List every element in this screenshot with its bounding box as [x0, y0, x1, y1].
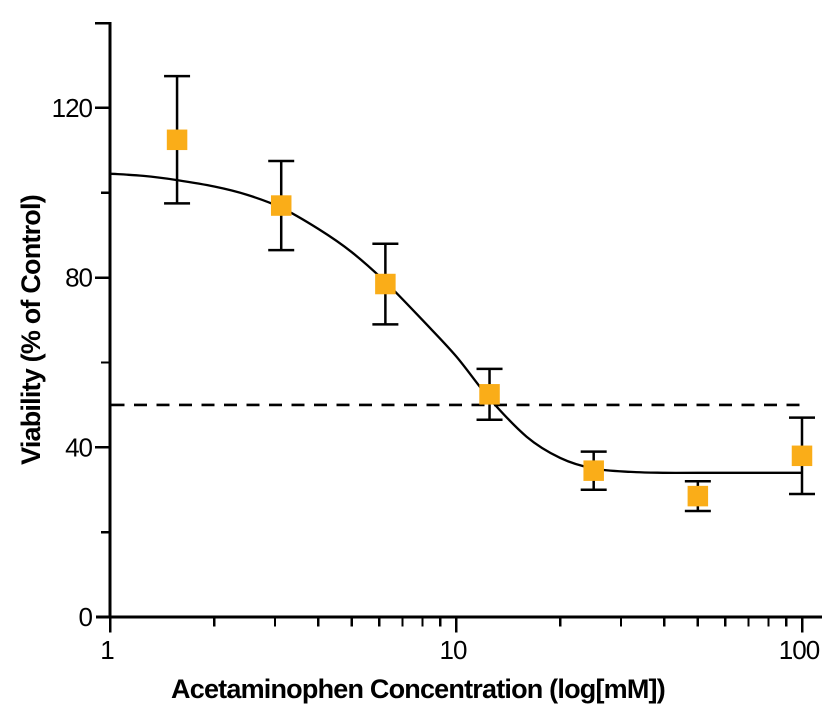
data-point-marker	[270, 195, 292, 216]
data-point-marker	[479, 384, 500, 405]
y-axis-tick-labels: 0 40 80 120	[52, 93, 94, 632]
x-axis-tick-labels: 1 10 100	[100, 635, 820, 665]
data-point-marker	[375, 273, 396, 295]
error-bars	[164, 74, 815, 513]
x-axis-title: Acetaminophen Concentration (log[mM])	[171, 674, 665, 704]
x-tick-label: 1	[100, 635, 114, 665]
fit-curve-line	[109, 172, 802, 474]
y-axis-ticks	[95, 21, 110, 534]
x-tick-label: 10	[440, 635, 467, 665]
y-axis-title: Viability (% of Control)	[16, 195, 46, 465]
data-point-marker	[166, 129, 188, 151]
y-tick-label: 120	[52, 93, 93, 123]
data-series-markers	[166, 129, 813, 507]
y-tick-label: 40	[65, 432, 92, 462]
y-tick-label: 80	[65, 263, 92, 293]
x-tick-label: 100	[779, 635, 820, 665]
data-point-marker	[583, 460, 604, 481]
axes	[95, 21, 822, 633]
x-axis-ticks	[108, 617, 804, 633]
y-tick-label: 0	[79, 602, 93, 632]
data-point-marker	[687, 485, 709, 507]
data-point-marker	[791, 445, 813, 467]
